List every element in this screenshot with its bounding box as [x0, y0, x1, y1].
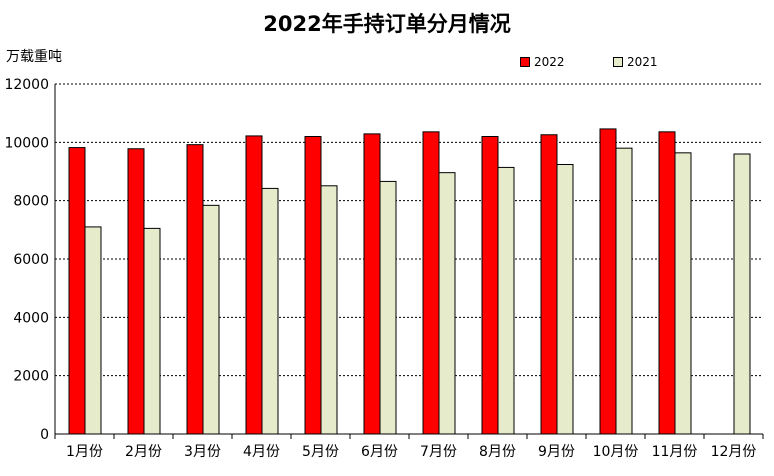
- x-tick-label: 10月份: [593, 444, 639, 460]
- y-tick-label: 10000: [4, 135, 49, 151]
- bar-2022: [540, 134, 558, 435]
- y-tick-label: 2000: [13, 369, 49, 385]
- x-tick-label: 12月份: [711, 444, 757, 460]
- x-tick-label: 8月份: [479, 444, 516, 460]
- bar-2021: [674, 152, 692, 435]
- bar-2022: [68, 147, 86, 435]
- x-tick-label: 4月份: [243, 444, 280, 460]
- x-tick-label: 2月份: [125, 444, 162, 460]
- bar-2021: [438, 172, 456, 435]
- bar-2022: [599, 128, 617, 435]
- y-tick-label: 4000: [13, 310, 49, 326]
- bar-2021: [320, 185, 338, 435]
- legend-item-2021: 2021: [613, 55, 658, 69]
- legend-label-2021: 2021: [627, 55, 658, 69]
- bar-2021: [733, 153, 751, 435]
- y-tick-label: 12000: [4, 77, 49, 93]
- y-axis-unit-label: 万载重吨: [6, 49, 62, 65]
- x-tick-label: 3月份: [184, 444, 221, 460]
- legend-swatch-2021: [613, 57, 623, 67]
- bar-2021: [84, 226, 102, 435]
- y-tick-label: 6000: [13, 252, 49, 268]
- legend-label-2022: 2022: [534, 55, 565, 69]
- bar-2022: [658, 131, 676, 435]
- bar-2021: [202, 204, 220, 435]
- bar-2022: [127, 148, 145, 435]
- x-tick-label: 1月份: [66, 444, 103, 460]
- legend-swatch-2022: [520, 57, 530, 67]
- bar-2022: [481, 136, 499, 435]
- bar-2022: [186, 144, 204, 435]
- bar-2021: [556, 164, 574, 435]
- x-tick-label: 5月份: [302, 444, 339, 460]
- x-tick-label: 6月份: [361, 444, 398, 460]
- x-tick-label: 9月份: [538, 444, 575, 460]
- bar-2021: [379, 180, 397, 435]
- bar-2021: [261, 187, 279, 435]
- bar-2022: [422, 131, 440, 435]
- y-tick-label: 0: [40, 427, 49, 443]
- bar-2021: [497, 166, 515, 435]
- bar-2022: [363, 133, 381, 435]
- bar-2022: [304, 136, 322, 435]
- x-tick-label: 7月份: [420, 444, 457, 460]
- chart-title: 2022年手持订单分月情况: [263, 12, 511, 36]
- legend-item-2022: 2022: [520, 55, 565, 69]
- bar-2022: [245, 135, 263, 435]
- y-tick-label: 8000: [13, 194, 49, 210]
- bar-2021: [143, 227, 161, 435]
- x-tick-label: 11月份: [652, 444, 698, 460]
- bar-2021: [615, 147, 633, 435]
